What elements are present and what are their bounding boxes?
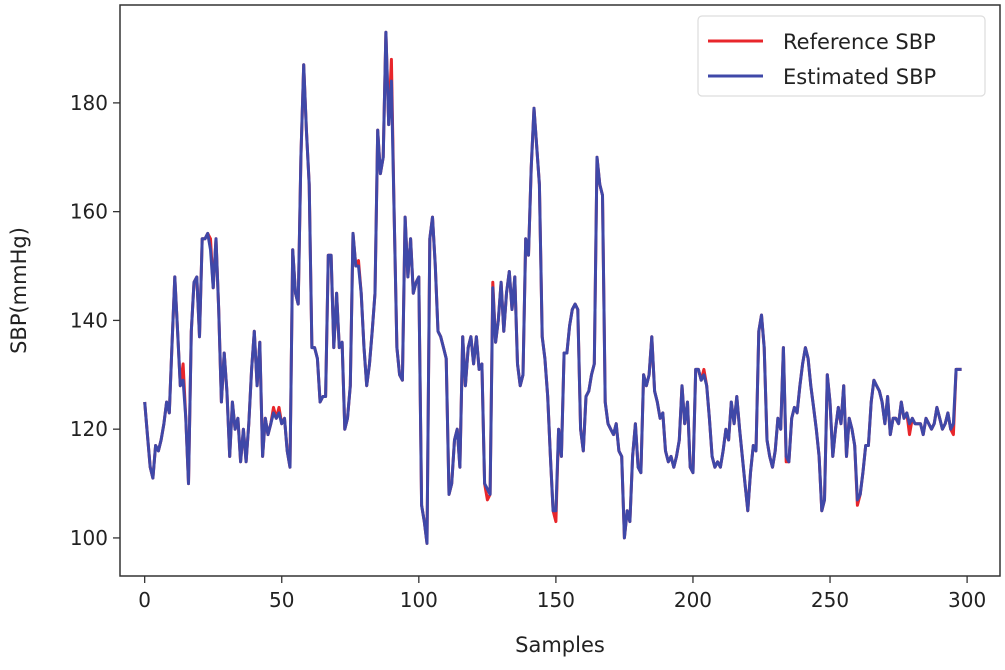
legend-box — [697, 15, 986, 97]
legend: Reference SBP Estimated SBP — [697, 15, 986, 97]
legend-label-estimated: Estimated SBP — [783, 65, 936, 89]
series-layer — [143, 30, 962, 545]
x-tick-label: 150 — [537, 588, 575, 612]
y-tick-label: 120 — [70, 417, 108, 441]
x-tick-label: 50 — [269, 588, 294, 612]
x-tick-label: 100 — [400, 588, 438, 612]
x-tick-label: 300 — [948, 588, 986, 612]
legend-label-reference: Reference SBP — [783, 30, 936, 54]
y-tick-label: 160 — [70, 200, 108, 224]
x-tick-label: 200 — [674, 588, 712, 612]
x-axis-label: Samples — [515, 633, 605, 657]
ticks-layer: 0 50 100 150 200 250 300 100 120 140 160 180 — [70, 91, 986, 612]
x-tick-label: 250 — [811, 588, 849, 612]
plot-frame — [119, 4, 1001, 577]
y-tick-label: 100 — [70, 526, 108, 550]
x-tick-label: 0 — [138, 588, 151, 612]
series-line-reference — [143, 30, 962, 545]
series-line-estimated — [143, 30, 962, 545]
y-tick-label: 180 — [70, 91, 108, 115]
y-axis-label: SBP(mmHg) — [7, 227, 31, 354]
y-tick-label: 140 — [70, 308, 108, 332]
